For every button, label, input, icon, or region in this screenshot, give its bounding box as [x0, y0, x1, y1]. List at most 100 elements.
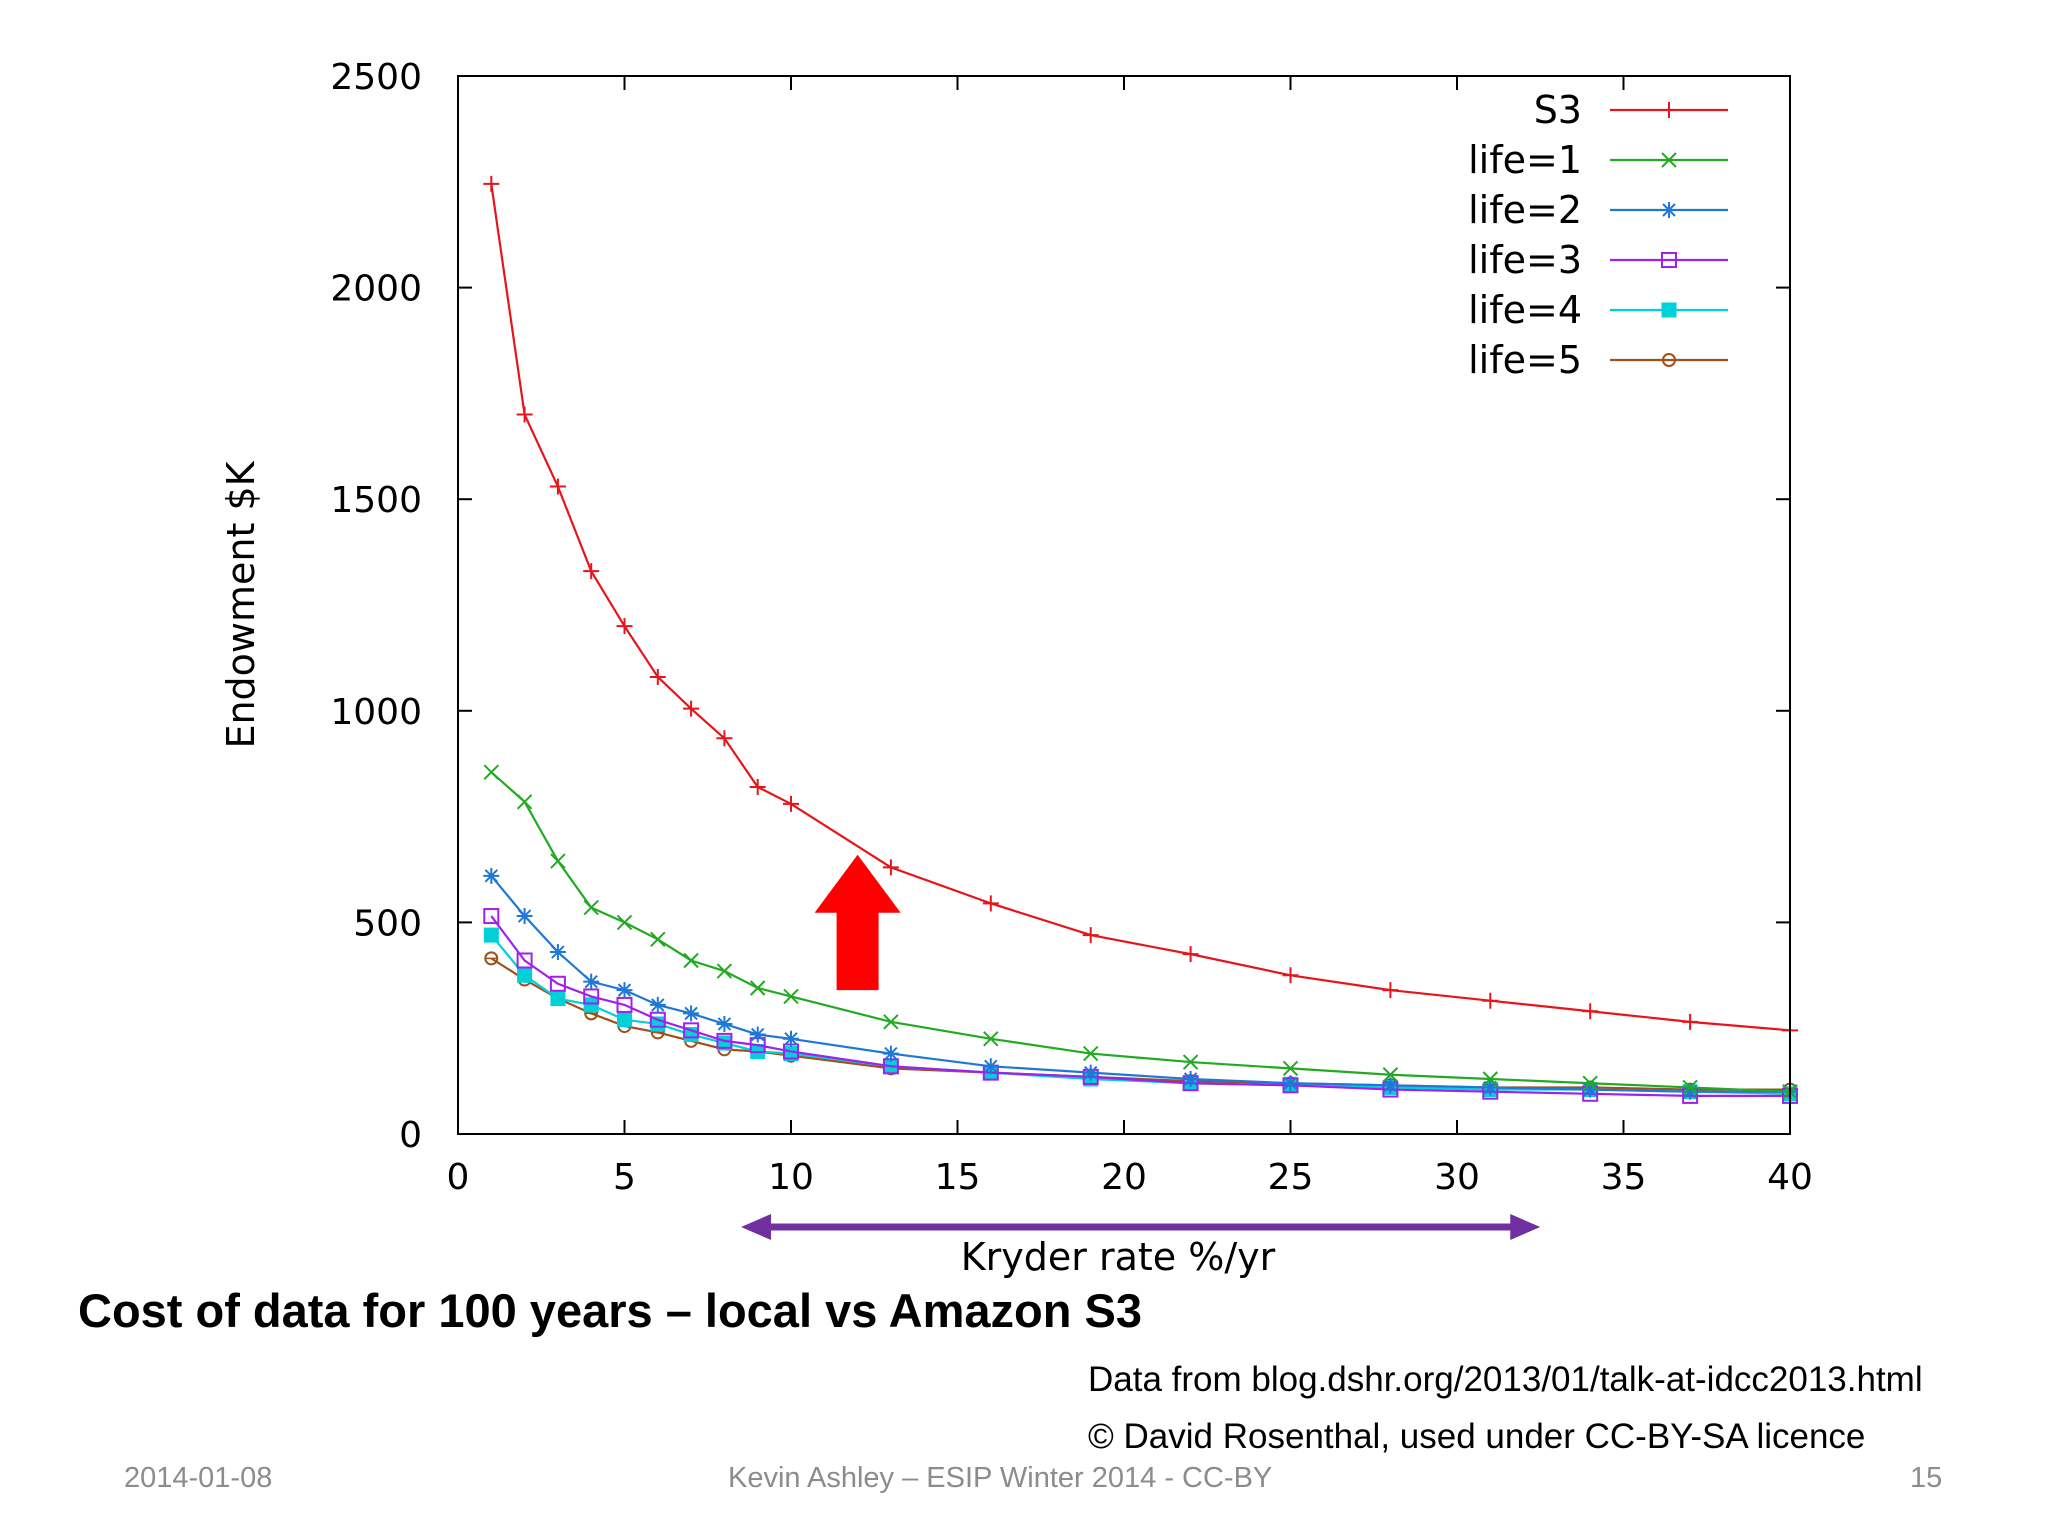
legend-label: life=3	[1468, 238, 1582, 282]
y-tick-label: 1500	[330, 480, 422, 521]
marker-star	[882, 1045, 899, 1062]
marker-star	[783, 1030, 799, 1047]
marker-star	[683, 1005, 700, 1022]
marker-plus	[1682, 1013, 1699, 1030]
marker-cross	[1582, 1075, 1598, 1091]
marker-star	[1182, 1070, 1199, 1087]
marker-cross	[650, 931, 666, 948]
legend-label: life=2	[1468, 188, 1582, 232]
marker-filled-square	[483, 927, 499, 943]
marker-open-square	[516, 952, 533, 969]
marker-cross	[1382, 1067, 1399, 1083]
marker-star	[1282, 1075, 1299, 1092]
legend-label: life=1	[1468, 138, 1582, 182]
marker-plus	[1082, 927, 1099, 944]
x-tick-label: 10	[768, 1157, 814, 1198]
marker-open-square	[483, 908, 500, 925]
y-axis-label: Endowment $K	[219, 460, 263, 748]
footer-date: 2014-01-08	[124, 1462, 273, 1494]
marker-filled-square	[583, 997, 599, 1013]
slide-caption: Cost of data for 100 years – local vs Am…	[78, 1284, 1142, 1337]
marker-star	[1661, 202, 1677, 218]
series-s3	[483, 175, 1798, 1039]
x-tick-label: 15	[935, 1157, 981, 1198]
marker-cross	[983, 1031, 999, 1047]
marker-cross	[1682, 1079, 1698, 1096]
chart-series	[483, 175, 1798, 1104]
marker-plus	[1282, 967, 1299, 984]
series-line	[490, 183, 1791, 1032]
marker-plus	[516, 406, 533, 423]
plot-frame	[457, 75, 1791, 1135]
series-life-1	[483, 764, 1798, 1100]
series-line	[490, 875, 1790, 1093]
marker-cross	[550, 853, 566, 869]
marker-cross	[483, 764, 500, 780]
marker-plus	[649, 668, 666, 685]
marker-plus	[882, 859, 899, 876]
marker-open-square	[1661, 252, 1677, 268]
marker-plus	[716, 730, 733, 747]
y-tick-label: 1000	[330, 692, 422, 733]
marker-filled-square	[1661, 302, 1677, 318]
marker-open-square	[683, 1022, 700, 1039]
marker-open-square	[549, 975, 566, 992]
marker-star	[1682, 1083, 1699, 1100]
kryder-range-arrow-left-head	[741, 1214, 772, 1240]
marker-cross	[683, 952, 699, 969]
source-line-2: © David Rosenthal, used under CC-BY-SA l…	[1088, 1417, 1866, 1456]
axis-ticks: 0 5 10 15 20 25 30 35 40 0 500 1000 1500 2000 2500	[330, 57, 1813, 1198]
marker-plus	[982, 895, 999, 912]
marker-plus	[616, 618, 633, 635]
marker-filled-square	[550, 991, 566, 1007]
marker-cross	[716, 963, 733, 979]
kryder-range-arrow-right-head	[1510, 1214, 1541, 1240]
series-life-2	[483, 867, 1798, 1100]
x-tick-label: 0	[447, 1157, 470, 1198]
marker-filled-square	[517, 967, 533, 983]
marker-plus	[783, 795, 799, 812]
y-tick-label: 500	[353, 903, 422, 944]
marker-cross	[1282, 1060, 1299, 1077]
source-line-1: Data from blog.dshr.org/2013/01/talk-at-…	[1088, 1360, 1923, 1399]
series-line	[490, 934, 1791, 1095]
marker-star	[483, 867, 500, 884]
marker-plus	[1661, 102, 1677, 118]
legend: S3 life=1 life=2 life=3 life=4 life=5	[1468, 88, 1728, 382]
x-tick-label: 5	[613, 1157, 636, 1198]
legend-label: S3	[1534, 88, 1582, 132]
series-line	[490, 915, 1790, 1098]
marker-plus	[1382, 982, 1399, 999]
marker-star	[982, 1058, 999, 1075]
marker-star	[1482, 1079, 1499, 1096]
marker-star	[649, 996, 666, 1013]
marker-star	[1382, 1077, 1399, 1094]
marker-star	[583, 973, 600, 990]
y-tick-label: 2500	[330, 57, 422, 98]
footer-center: Kevin Ashley – ESIP Winter 2014 - CC-BY	[728, 1462, 1273, 1494]
footer-page-number: 15	[1910, 1462, 1943, 1494]
x-tick-label: 20	[1101, 1157, 1147, 1198]
marker-cross	[883, 1014, 899, 1030]
marker-cross	[516, 794, 533, 810]
marker-plus	[1482, 992, 1499, 1009]
marker-star	[1582, 1081, 1599, 1098]
marker-plus	[583, 563, 600, 580]
marker-plus	[749, 778, 766, 795]
marker-cross	[783, 988, 799, 1005]
marker-cross	[749, 980, 766, 996]
marker-star	[516, 908, 533, 925]
x-axis-label: Kryder rate %/yr	[961, 1235, 1276, 1279]
x-tick-label: 30	[1434, 1157, 1480, 1198]
marker-cross	[1482, 1071, 1499, 1087]
marker-cross	[1182, 1054, 1199, 1070]
marker-cross	[616, 914, 633, 931]
marker-star	[1082, 1064, 1099, 1081]
marker-star	[749, 1026, 766, 1043]
red-up-arrow	[814, 854, 901, 991]
marker-star	[616, 982, 633, 999]
y-tick-label: 2000	[330, 269, 422, 310]
legend-label: life=5	[1468, 338, 1582, 382]
marker-open-square	[716, 1032, 733, 1049]
x-tick-label: 40	[1767, 1157, 1813, 1198]
